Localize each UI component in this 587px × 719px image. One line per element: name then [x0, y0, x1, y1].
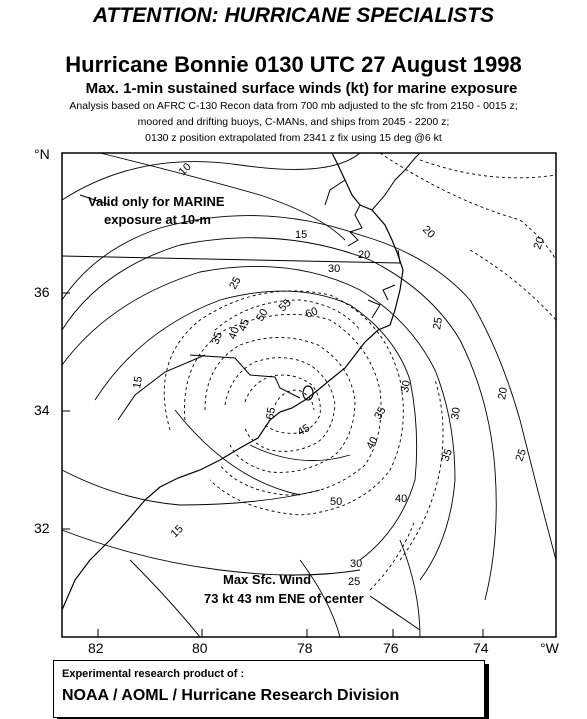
lon-tick-label: 78 — [297, 640, 313, 656]
solid-isotachs — [61, 152, 557, 638]
contour-label: 25 — [227, 275, 244, 292]
contour-label: 15 — [131, 375, 145, 389]
lon-tick-label: 82 — [88, 640, 104, 656]
contour-label: 15 — [169, 523, 186, 540]
contour-label: 20 — [532, 235, 547, 251]
contour-label: 40 — [364, 435, 381, 452]
validity-note-line1: Valid only for MARINE — [88, 194, 225, 209]
contour-labels: 10 15 20 25 30 35 40 45 50 55 60 65 15 2… — [131, 161, 547, 588]
contour-label: 35 — [372, 405, 389, 422]
storm-center-icon — [302, 385, 314, 401]
annotation-arrows — [79, 194, 421, 631]
contour-label: 35 — [440, 447, 455, 463]
lat-tick-label: 36 — [34, 284, 50, 300]
contour-label: 45 — [237, 317, 252, 333]
lat-unit-label: °N — [34, 146, 50, 162]
contour-label: 20 — [358, 249, 370, 261]
analysis-note-1: Analysis based on AFRC C-130 Recon data … — [69, 100, 518, 112]
lat-tick-label: 34 — [34, 402, 50, 418]
contour-label: 40 — [395, 493, 407, 505]
max-wind-title: Max Sfc. Wind — [223, 572, 312, 587]
coastline — [61, 152, 404, 611]
contour-label: 45 — [296, 422, 313, 439]
contour-label: 30 — [449, 406, 463, 420]
contour-label: 20 — [420, 224, 437, 241]
page-title: Hurricane Bonnie 0130 UTC 27 August 1998 — [65, 52, 522, 77]
contour-label: 55 — [277, 297, 294, 314]
dashed-isotachs — [163, 152, 557, 591]
analysis-note-2: moored and drifting buoys, C-MANs, and s… — [137, 116, 450, 128]
attention-banner: ATTENTION: HURRICANE SPECIALISTS — [93, 4, 494, 27]
contour-label: 20 — [496, 386, 510, 400]
contour-label: 10 — [177, 161, 194, 178]
contour-label: 30 — [350, 558, 362, 570]
max-wind-value: 73 kt 43 nm ENE of center — [204, 591, 364, 606]
axis-ticks — [62, 292, 484, 637]
lon-tick-label: 76 — [383, 640, 399, 656]
state-boundaries — [61, 249, 401, 421]
analysis-note-3: 0130 z position extrapolated from 2341 z… — [145, 132, 442, 144]
contour-label: 25 — [348, 576, 360, 588]
contour-label: 30 — [328, 263, 340, 275]
contour-label: 65 — [264, 406, 278, 420]
contour-label: 50 — [330, 496, 342, 508]
lon-tick-label: 74 — [473, 640, 489, 656]
contour-label: 15 — [295, 229, 307, 241]
contour-label: 60 — [304, 305, 320, 320]
attribution-box: Experimental research product of : NOAA … — [53, 660, 485, 718]
contour-label: 25 — [514, 447, 529, 463]
map-frame — [61, 152, 557, 638]
lat-tick-label: 32 — [34, 520, 50, 536]
attribution-organization: NOAA / AOML / Hurricane Research Divisio… — [62, 687, 400, 704]
contour-label: 50 — [254, 307, 271, 324]
contour-label: 35 — [210, 330, 225, 346]
attribution-prefix: Experimental research product of : — [62, 668, 245, 680]
contour-label: 25 — [431, 316, 445, 330]
lon-unit-label: °W — [540, 640, 559, 656]
contour-label: 30 — [399, 379, 413, 393]
contour-label: 40 — [227, 325, 242, 341]
inner-bays — [324, 179, 396, 319]
map-subtitle: Max. 1-min sustained surface winds (kt) … — [85, 80, 518, 97]
northern-coast — [371, 152, 421, 211]
validity-note-line2: exposure at 10-m — [104, 212, 211, 227]
lon-tick-label: 80 — [192, 640, 208, 656]
